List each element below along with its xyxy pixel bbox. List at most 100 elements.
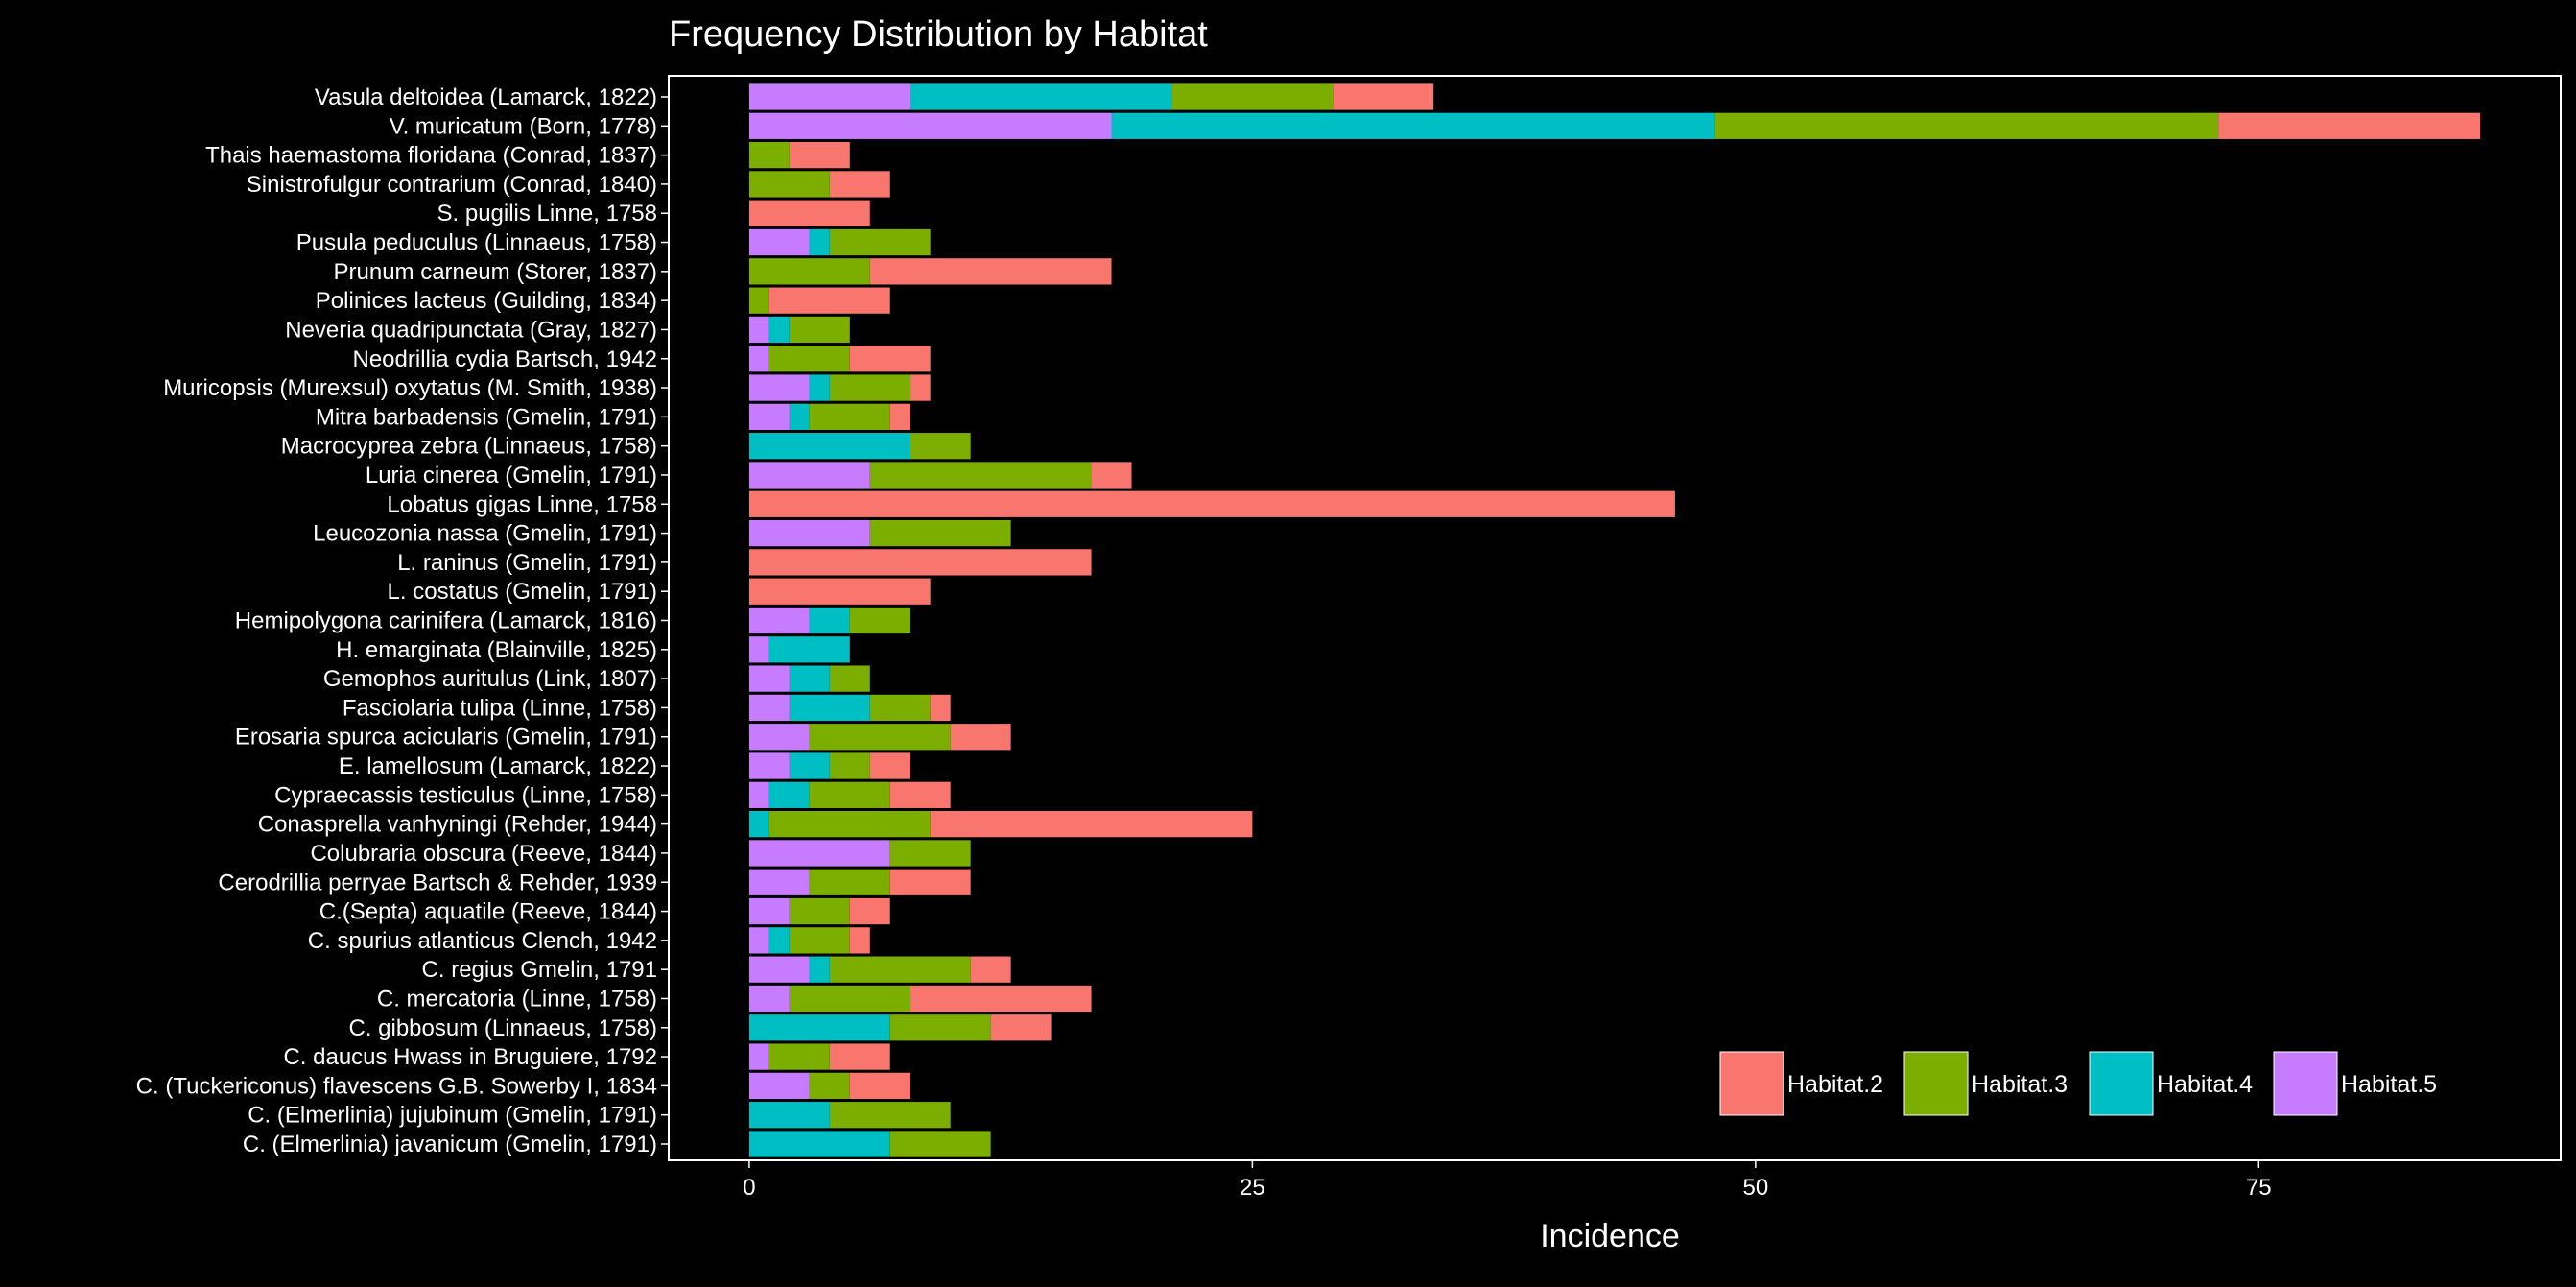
bar-habitat-5-vasula-deltoidea-lamarck-1822 <box>749 83 910 109</box>
y-tick-label: Cypraecassis testiculus (Linne, 1758) <box>274 782 657 808</box>
bar-habitat-3-v-muricatum-born-1778 <box>1715 113 2218 139</box>
bar-habitat-5-gemophos-auritulus-link-1807 <box>749 665 790 691</box>
legend-key-habitat-3 <box>1904 1052 1968 1115</box>
bar-habitat-3-c-elmerlinia-jujubinum-gmelin-1791 <box>830 1102 951 1128</box>
y-tick-label: Neveria quadripunctata (Gray, 1827) <box>285 317 657 343</box>
bar-habitat-2-c-tuckericonus-flavescens-g-b-sowerby-i-1834 <box>850 1073 910 1099</box>
bar-habitat-3-prunum-carneum-storer-1837 <box>749 258 870 284</box>
bar-habitat-4-mitra-barbadensis-gmelin-1791 <box>790 404 810 430</box>
bar-habitat-2-vasula-deltoidea-lamarck-1822 <box>1333 83 1433 109</box>
bar-habitat-2-c-spurius-atlanticus-clench-1942 <box>850 927 870 953</box>
bar-habitat-3-c-mercatoria-linne-1758 <box>790 986 910 1012</box>
bar-habitat-2-c-daucus-hwass-in-bruguiere-1792 <box>830 1043 890 1069</box>
x-axis-title: Incidence <box>1540 1218 1680 1254</box>
bar-habitat-4-c-elmerlinia-javanicum-gmelin-1791 <box>749 1131 890 1156</box>
bar-habitat-3-macrocyprea-zebra-linnaeus-1758 <box>910 433 971 459</box>
bar-habitat-2-erosaria-spurca-acicularis-gmelin-1791 <box>951 724 1011 750</box>
x-tick-label: 75 <box>2246 1175 2272 1201</box>
bar-habitat-2-neodrillia-cydia-bartsch-1942 <box>850 346 931 371</box>
bar-habitat-5-e-lamellosum-lamarck-1822 <box>749 752 790 778</box>
bar-habitat-3-vasula-deltoidea-lamarck-1822 <box>1171 83 1333 109</box>
bar-habitat-3-erosaria-spurca-acicularis-gmelin-1791 <box>810 724 951 750</box>
bar-habitat-3-c-septa-aquatile-reeve-1844 <box>790 898 850 924</box>
y-tick-label: Muricopsis (Murexsul) oxytatus (M. Smith… <box>163 375 657 401</box>
y-tick-label: Pusula peduculus (Linnaeus, 1758) <box>296 230 657 256</box>
bar-habitat-5-c-mercatoria-linne-1758 <box>749 986 790 1012</box>
legend-key-habitat-5 <box>2274 1052 2337 1115</box>
bar-habitat-5-c-spurius-atlanticus-clench-1942 <box>749 927 769 953</box>
y-tick-label: E. lamellosum (Lamarck, 1822) <box>339 753 657 779</box>
bar-habitat-3-pusula-peduculus-linnaeus-1758 <box>830 229 931 255</box>
legend-label-habitat-3: Habitat.3 <box>1972 1071 2068 1098</box>
bar-habitat-3-c-daucus-hwass-in-bruguiere-1792 <box>769 1043 830 1069</box>
y-tick-label: L. costatus (Gmelin, 1791) <box>388 579 657 605</box>
bar-habitat-4-hemipolygona-carinifera-lamarck-1816 <box>810 608 850 633</box>
bar-habitat-2-c-mercatoria-linne-1758 <box>910 986 1092 1012</box>
bar-habitat-2-l-costatus-gmelin-1791 <box>749 579 931 605</box>
bar-habitat-2-cerodrillia-perryae-bartsch-rehder-1939 <box>890 870 971 895</box>
bar-habitat-3-e-lamellosum-lamarck-1822 <box>830 752 870 778</box>
bar-habitat-2-prunum-carneum-storer-1837 <box>870 258 1112 284</box>
bar-habitat-3-c-regius-gmelin-1791 <box>830 957 971 983</box>
legend-label-habitat-5: Habitat.5 <box>2341 1071 2437 1098</box>
bar-habitat-5-neodrillia-cydia-bartsch-1942 <box>749 346 769 371</box>
y-tick-label: Neodrillia cydia Bartsch, 1942 <box>353 346 658 372</box>
chart-canvas: Frequency Distribution by Habitat Vasula… <box>0 0 2576 1287</box>
bar-habitat-4-c-spurius-atlanticus-clench-1942 <box>769 927 790 953</box>
y-tick-label: Sinistrofulgur contrarium (Conrad, 1840) <box>247 172 657 198</box>
y-tick-label: C.(Septa) aquatile (Reeve, 1844) <box>319 899 657 925</box>
bar-habitat-4-pusula-peduculus-linnaeus-1758 <box>810 229 830 255</box>
y-tick-label: Lobatus gigas Linne, 1758 <box>387 491 657 517</box>
bar-habitat-3-mitra-barbadensis-gmelin-1791 <box>810 404 890 430</box>
bar-habitat-3-cerodrillia-perryae-bartsch-rehder-1939 <box>810 870 890 895</box>
bar-habitat-2-s-pugilis-linne-1758 <box>749 201 870 226</box>
bar-habitat-4-gemophos-auritulus-link-1807 <box>790 665 830 691</box>
bar-habitat-3-conasprella-vanhyningi-rehder-1944 <box>769 811 931 837</box>
bar-habitat-3-luria-cinerea-gmelin-1791 <box>870 462 1092 488</box>
y-tick-label: Colubraria obscura (Reeve, 1844) <box>310 841 657 867</box>
bar-habitat-2-e-lamellosum-lamarck-1822 <box>870 752 910 778</box>
bar-habitat-4-muricopsis-murexsul-oxytatus-m-smith-1938 <box>810 374 830 400</box>
bar-habitat-5-fasciolaria-tulipa-linne-1758 <box>749 695 790 721</box>
y-tick-label: L. raninus (Gmelin, 1791) <box>397 550 657 576</box>
y-tick-label: Gemophos auritulus (Link, 1807) <box>323 666 657 692</box>
y-tick-label: Cerodrillia perryae Bartsch & Rehder, 19… <box>218 870 657 895</box>
bar-habitat-3-cypraecassis-testiculus-linne-1758 <box>810 782 890 808</box>
bar-habitat-4-e-lamellosum-lamarck-1822 <box>790 752 830 778</box>
bar-habitat-3-c-gibbosum-linnaeus-1758 <box>890 1014 991 1040</box>
y-tick-label: S. pugilis Linne, 1758 <box>437 201 658 226</box>
bar-habitat-5-v-muricatum-born-1778 <box>749 113 1112 139</box>
bar-habitat-2-l-raninus-gmelin-1791 <box>749 549 1092 575</box>
bar-habitat-4-vasula-deltoidea-lamarck-1822 <box>910 83 1172 109</box>
bar-habitat-5-pusula-peduculus-linnaeus-1758 <box>749 229 810 255</box>
bar-habitat-2-luria-cinerea-gmelin-1791 <box>1092 462 1132 488</box>
bar-habitat-4-c-elmerlinia-jujubinum-gmelin-1791 <box>749 1102 830 1128</box>
bar-habitat-2-mitra-barbadensis-gmelin-1791 <box>890 404 910 430</box>
y-tick-label: Prunum carneum (Storer, 1837) <box>334 259 658 285</box>
y-tick-label: Macrocyprea zebra (Linnaeus, 1758) <box>281 434 657 460</box>
y-tick-label: Vasula deltoidea (Lamarck, 1822) <box>315 84 657 110</box>
y-tick-label: Conasprella vanhyningi (Rehder, 1944) <box>258 812 657 838</box>
bar-habitat-5-c-tuckericonus-flavescens-g-b-sowerby-i-1834 <box>749 1073 810 1099</box>
x-tick-label: 25 <box>1240 1175 1265 1201</box>
bar-habitat-2-v-muricatum-born-1778 <box>2218 113 2480 139</box>
bar-habitat-3-leucozonia-nassa-gmelin-1791 <box>870 520 1011 546</box>
bar-habitat-5-hemipolygona-carinifera-lamarck-1816 <box>749 608 810 633</box>
bar-habitat-5-c-regius-gmelin-1791 <box>749 957 810 983</box>
bar-habitat-4-v-muricatum-born-1778 <box>1112 113 1715 139</box>
bar-habitat-3-neveria-quadripunctata-gray-1827 <box>790 317 850 343</box>
bar-habitat-2-polinices-lacteus-guilding-1834 <box>769 288 890 314</box>
bar-habitat-3-c-elmerlinia-javanicum-gmelin-1791 <box>890 1131 991 1156</box>
bar-habitat-2-muricopsis-murexsul-oxytatus-m-smith-1938 <box>910 374 931 400</box>
bar-habitat-5-erosaria-spurca-acicularis-gmelin-1791 <box>749 724 810 750</box>
bar-habitat-4-c-regius-gmelin-1791 <box>810 957 830 983</box>
bar-habitat-4-c-gibbosum-linnaeus-1758 <box>749 1014 890 1040</box>
bar-habitat-4-macrocyprea-zebra-linnaeus-1758 <box>749 433 910 459</box>
bar-habitat-4-cypraecassis-testiculus-linne-1758 <box>769 782 810 808</box>
bar-habitat-5-cerodrillia-perryae-bartsch-rehder-1939 <box>749 870 810 895</box>
bar-habitat-3-gemophos-auritulus-link-1807 <box>830 665 870 691</box>
bar-habitat-2-c-gibbosum-linnaeus-1758 <box>991 1014 1052 1040</box>
y-tick-label: Polinices lacteus (Guilding, 1834) <box>316 288 657 314</box>
bar-habitat-2-conasprella-vanhyningi-rehder-1944 <box>931 811 1253 837</box>
bar-habitat-2-cypraecassis-testiculus-linne-1758 <box>890 782 951 808</box>
